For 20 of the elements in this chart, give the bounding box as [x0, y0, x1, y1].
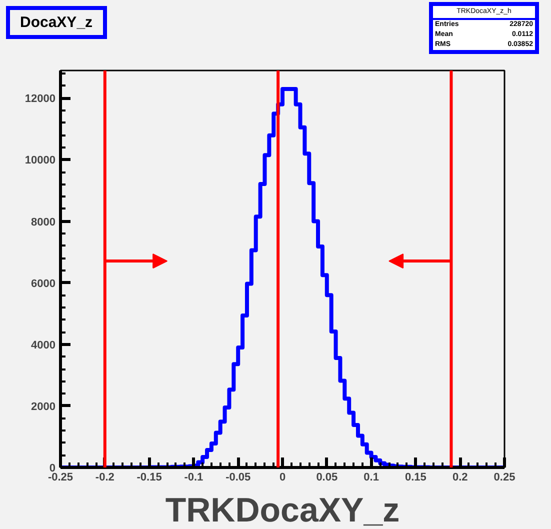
y-tick-label: 12000	[24, 93, 56, 106]
y-tick-label: 2000	[31, 400, 56, 413]
x-tick-label: -0.1	[184, 472, 204, 484]
x-tick-label: 0.1	[364, 472, 379, 484]
x-tick-label: -0.25	[48, 472, 74, 484]
x-tick-label: 0	[279, 472, 286, 484]
x-tick-label: -0.2	[95, 472, 114, 484]
x-axis-title: TRKDocaXY_z	[165, 492, 400, 529]
x-tick-label: 0.15	[404, 472, 426, 484]
y-tick-label: 0	[49, 462, 56, 474]
y-tick-label: 8000	[31, 216, 56, 228]
chart-title: DocaXY_z	[6, 6, 107, 40]
x-tick-label: 0.25	[494, 472, 516, 484]
x-tick-label: 0.2	[452, 472, 468, 484]
y-tick-label: 10000	[24, 154, 56, 167]
x-tick-label: 0.05	[316, 472, 338, 484]
x-tick-label: -0.05	[226, 472, 251, 484]
x-tick-label: -0.15	[136, 472, 162, 484]
y-tick-label: 6000	[31, 278, 56, 290]
y-tick-label: 4000	[31, 339, 56, 352]
